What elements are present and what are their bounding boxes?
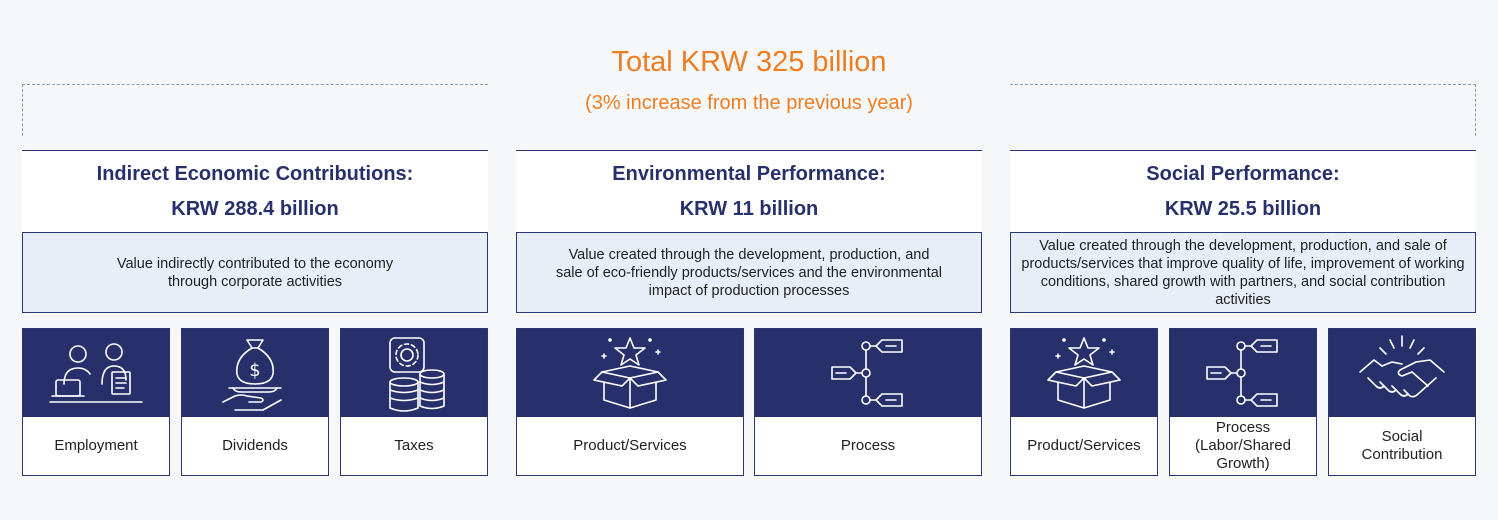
- section-description: Value created through the development, p…: [516, 232, 982, 313]
- card-dividends: $ Dividends: [181, 328, 329, 476]
- card-label: Taxes: [394, 437, 434, 454]
- card-label: Social Contribution: [1361, 428, 1443, 463]
- people-at-desk-icon: [23, 329, 169, 417]
- total-subtitle: (3% increase from the previous year): [585, 92, 913, 114]
- section-description-text: Value created through the development, p…: [1021, 237, 1465, 308]
- open-box-star-icon: [517, 329, 743, 417]
- section-header: Social Performance: KRW 25.5 billion: [1010, 150, 1476, 232]
- section-title: Environmental Performance:: [612, 163, 886, 185]
- process-flow-icon: [755, 329, 981, 417]
- card-product-services: Product/Services: [1010, 328, 1158, 476]
- gear-coins-icon: [341, 329, 487, 417]
- card-label: Product/Services: [1027, 437, 1141, 454]
- card-taxes: Taxes: [340, 328, 488, 476]
- section-description: Value created through the development, p…: [1010, 232, 1476, 313]
- card-process-labor: Process (Labor/Shared Growth): [1169, 328, 1317, 476]
- section-description-text: Value created through the development, p…: [555, 246, 943, 299]
- card-label: Employment: [54, 437, 138, 454]
- card-employment: Employment: [22, 328, 170, 476]
- section-description: Value indirectly contributed to the econ…: [22, 232, 488, 313]
- section-indirect-economic: Indirect Economic Contributions: KRW 288…: [22, 150, 488, 476]
- card-label: Product/Services: [573, 437, 687, 454]
- section-amount: KRW 11 billion: [679, 198, 819, 220]
- section-social: Social Performance: KRW 25.5 billion Val…: [1010, 150, 1476, 476]
- open-box-star-icon: [1011, 329, 1157, 417]
- section-amount: KRW 288.4 billion: [171, 198, 339, 220]
- handshake-icon: [1329, 329, 1475, 417]
- section-amount: KRW 25.5 billion: [1164, 198, 1322, 220]
- money-bag-hand-icon: $: [182, 329, 328, 417]
- section-environmental: Environmental Performance: KRW 11 billio…: [516, 150, 982, 476]
- bracket-left: [22, 84, 488, 136]
- card-process: Process: [754, 328, 982, 476]
- process-flow-icon: [1170, 329, 1316, 417]
- card-label: Process: [840, 437, 896, 454]
- section-header: Environmental Performance: KRW 11 billio…: [516, 150, 982, 232]
- section-header: Indirect Economic Contributions: KRW 288…: [22, 150, 488, 232]
- section-title: Social Performance:: [1146, 163, 1340, 185]
- svg-text:$: $: [249, 360, 260, 381]
- section-description-text: Value indirectly contributed to the econ…: [116, 255, 394, 290]
- bracket-right: [1010, 84, 1476, 136]
- card-product-services: Product/Services: [516, 328, 744, 476]
- card-label: Process (Labor/Shared Growth): [1195, 419, 1291, 472]
- total-title: Total KRW 325 billion: [611, 46, 887, 78]
- card-social-contribution: Social Contribution: [1328, 328, 1476, 476]
- section-title: Indirect Economic Contributions:: [96, 163, 414, 185]
- card-label: Dividends: [222, 437, 288, 454]
